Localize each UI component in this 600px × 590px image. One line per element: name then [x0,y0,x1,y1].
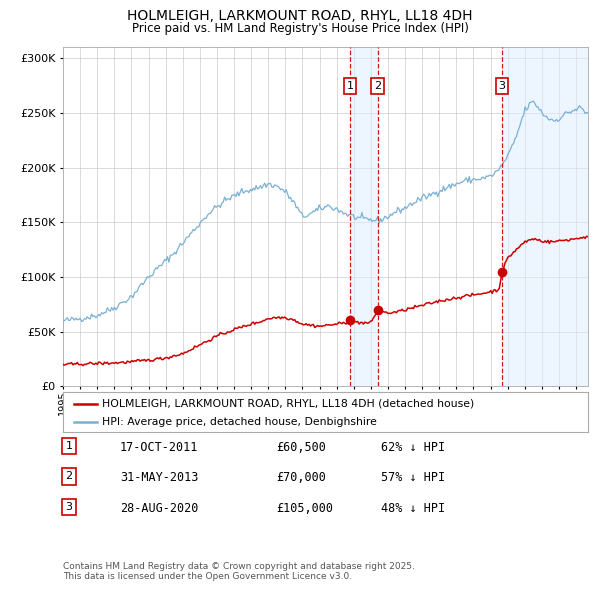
Text: Price paid vs. HM Land Registry's House Price Index (HPI): Price paid vs. HM Land Registry's House … [131,22,469,35]
Text: 3: 3 [65,502,73,512]
Text: £105,000: £105,000 [276,502,333,515]
Text: 2: 2 [65,471,73,481]
Text: 2: 2 [374,81,382,91]
Text: HPI: Average price, detached house, Denbighshire: HPI: Average price, detached house, Denb… [103,418,377,427]
Text: 1: 1 [65,441,73,451]
Text: Contains HM Land Registry data © Crown copyright and database right 2025.: Contains HM Land Registry data © Crown c… [63,562,415,571]
Text: 1: 1 [347,81,353,91]
Text: This data is licensed under the Open Government Licence v3.0.: This data is licensed under the Open Gov… [63,572,352,581]
Text: 62% ↓ HPI: 62% ↓ HPI [381,441,445,454]
Text: 57% ↓ HPI: 57% ↓ HPI [381,471,445,484]
Text: 17-OCT-2011: 17-OCT-2011 [120,441,199,454]
Text: 31-MAY-2013: 31-MAY-2013 [120,471,199,484]
Text: £70,000: £70,000 [276,471,326,484]
Text: 3: 3 [499,81,505,91]
Text: 28-AUG-2020: 28-AUG-2020 [120,502,199,515]
Text: HOLMLEIGH, LARKMOUNT ROAD, RHYL, LL18 4DH (detached house): HOLMLEIGH, LARKMOUNT ROAD, RHYL, LL18 4D… [103,399,475,409]
Text: £60,500: £60,500 [276,441,326,454]
Bar [502,47,588,386]
Bar [350,47,378,386]
Text: 48% ↓ HPI: 48% ↓ HPI [381,502,445,515]
Text: HOLMLEIGH, LARKMOUNT ROAD, RHYL, LL18 4DH: HOLMLEIGH, LARKMOUNT ROAD, RHYL, LL18 4D… [127,9,473,23]
